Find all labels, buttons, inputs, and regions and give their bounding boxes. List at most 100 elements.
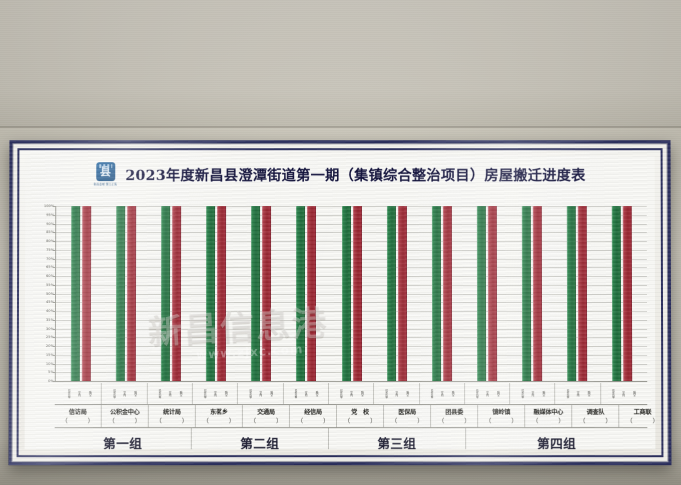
- bar-sublabel-cell: 腾空: [630, 383, 639, 404]
- ceiling-wall-seam: [0, 126, 681, 128]
- department-blank-paren: （ ）: [61, 418, 101, 426]
- bar-signed: [115, 206, 125, 382]
- bar-sublabel-cell: 已签约率: [109, 383, 118, 404]
- bar-sublabel-cell: 室内: [120, 383, 129, 404]
- county-emblem-icon: 县 新昌县城 浙江正策: [93, 162, 117, 188]
- bar-sublabel-text: 已签约率: [384, 388, 388, 399]
- bar-sublabel-cell: 腾空: [312, 383, 321, 404]
- bar-sublabel-group: 已签约率 室内 腾空: [510, 383, 556, 405]
- bar-sublabel-text: 腾空: [360, 391, 365, 397]
- department-name: 融媒体中心: [533, 409, 564, 417]
- dept-bar-group: [284, 206, 329, 382]
- bar-sublabel-text: 已签约率: [203, 388, 207, 399]
- department-blank-paren: （ ）: [391, 418, 431, 426]
- bar-sublabel-cell: 腾空: [584, 383, 593, 404]
- bar-sublabel-group: 已签约率 室内 腾空: [283, 383, 329, 405]
- bar-sublabel-cell: 室内: [210, 383, 219, 404]
- group-label: 第二组: [240, 435, 280, 450]
- gridline: [55, 381, 648, 383]
- bar-signed: [476, 206, 487, 382]
- dept-bar-group: [329, 206, 374, 382]
- bar-sublabel-cell: 腾空: [358, 383, 367, 404]
- group-label: 第三组: [377, 435, 417, 450]
- bar-sublabel-text: 腾空: [587, 391, 592, 397]
- bar-sublabel-group: 已签约率 室内 腾空: [238, 383, 284, 405]
- bar-sublabel-text: 室内: [304, 391, 309, 397]
- group-label-row: 第一组 第二组 第三组 第四组: [54, 428, 648, 450]
- bar-vacated: [307, 206, 317, 382]
- bar-vacated: [352, 206, 362, 382]
- emblem-subtext: 新昌县城 浙江正策: [93, 183, 117, 187]
- bar-sublabel-group: 已签约率 室内 腾空: [374, 383, 420, 405]
- bar-vacated: [578, 206, 588, 382]
- department-blank-paren: （ ）: [579, 418, 619, 426]
- department-name: 经信局: [304, 409, 322, 417]
- bar-sublabel-cell: 室内: [483, 383, 492, 404]
- department-cell: 融媒体中心（ ）: [525, 405, 573, 428]
- dept-bar-group: [555, 206, 601, 382]
- dept-bar-group: [103, 206, 148, 382]
- bar-signed: [205, 206, 216, 382]
- bar-signed: [341, 206, 351, 382]
- department-blank-paren: （ ）: [532, 418, 572, 426]
- bar-sublabel-text: 室内: [440, 391, 445, 397]
- group-cell: 第一组: [54, 428, 192, 450]
- bar-sublabel-cell: 室内: [256, 383, 265, 404]
- department-blank-paren: （ ）: [297, 418, 337, 426]
- dept-bar-group: [600, 206, 646, 382]
- department-blank-paren: （ ）: [485, 418, 525, 426]
- bar-sublabel-text: 腾空: [496, 391, 501, 397]
- bar-sublabel-text: 室内: [394, 391, 399, 397]
- bar-sublabel-cell: 室内: [392, 383, 401, 404]
- bar-sublabel-text: 腾空: [451, 391, 456, 397]
- dept-bar-group: [374, 206, 419, 382]
- bar-sublabel-text: 已签约率: [248, 388, 252, 399]
- department-blank-paren: （ ）: [344, 418, 384, 426]
- bar-sublabel-cell: 腾空: [267, 383, 276, 404]
- bar-sublabel-text: 室内: [621, 391, 626, 397]
- bar-sublabel-text: 室内: [530, 391, 535, 397]
- bar-vacated: [216, 206, 227, 382]
- bar-sublabel-group: 已签约率 室内 腾空: [464, 383, 511, 405]
- bar-sublabel-text: 室内: [576, 391, 581, 397]
- dept-bar-group: [464, 206, 509, 382]
- bar-sublabel-cell: 室内: [165, 383, 174, 404]
- bar-sublabel-text: 室内: [485, 391, 490, 397]
- bar-vacated: [397, 206, 407, 382]
- bar-sublabel-cell: 腾空: [403, 383, 412, 404]
- department-name: 统计局: [163, 409, 181, 417]
- bar-sublabel-cell: 腾空: [494, 383, 503, 404]
- bar-sublabel-cell: 室内: [74, 383, 83, 404]
- progress-board: 县 新昌县城 浙江正策 2023年度新昌县澄潭街道第一期（集镇综合整治项目）房屋…: [8, 140, 672, 466]
- bar-sublabel-text: 已签约率: [112, 388, 116, 399]
- bar-vacated: [623, 206, 633, 382]
- bar-sublabel-text: 腾空: [88, 391, 93, 397]
- department-blank-paren: （ ）: [202, 418, 242, 426]
- bar-signed: [296, 206, 306, 382]
- dept-bar-group: [509, 206, 554, 382]
- bar-sublabel-cell: 已签约率: [381, 383, 390, 404]
- dept-bar-group: [58, 206, 104, 382]
- department-name: 交通局: [257, 409, 275, 417]
- bar-sublabel-cell: 腾空: [448, 383, 457, 404]
- bar-signed: [251, 206, 261, 382]
- bar-signed: [160, 206, 171, 382]
- bar-sublabel-text: 室内: [168, 391, 173, 397]
- department-name: 团县委: [445, 409, 464, 417]
- group-label: 第四组: [537, 435, 577, 450]
- bar-sublabel-text: 室内: [349, 391, 354, 397]
- bar-sublabel-row: 已签约率 室内 腾空 已签约率 室内 腾空 已签约率 室内 腾空 已签约率 室内 腾空 已签约率 室内 腾空…: [54, 383, 648, 406]
- bar-sublabel-text: 腾空: [405, 391, 410, 397]
- department-blank-paren: （ ）: [626, 418, 656, 426]
- bar-sublabel-cell: 室内: [347, 383, 356, 404]
- bar-sublabel-cell: 已签约率: [245, 383, 254, 404]
- department-cell: 团县委（ ）: [431, 405, 479, 428]
- bar-signed: [567, 206, 577, 382]
- department-cell: 公积金中心（ ）: [101, 405, 149, 428]
- bar-sublabel-cell: 已签约率: [336, 383, 345, 404]
- department-cell: 东茗乡（ ）: [195, 405, 243, 428]
- dept-bar-group: [193, 206, 238, 382]
- bar-vacated: [487, 206, 498, 382]
- bar-sublabel-text: 已签约率: [339, 388, 343, 399]
- y-axis-tick-mark: [52, 381, 56, 383]
